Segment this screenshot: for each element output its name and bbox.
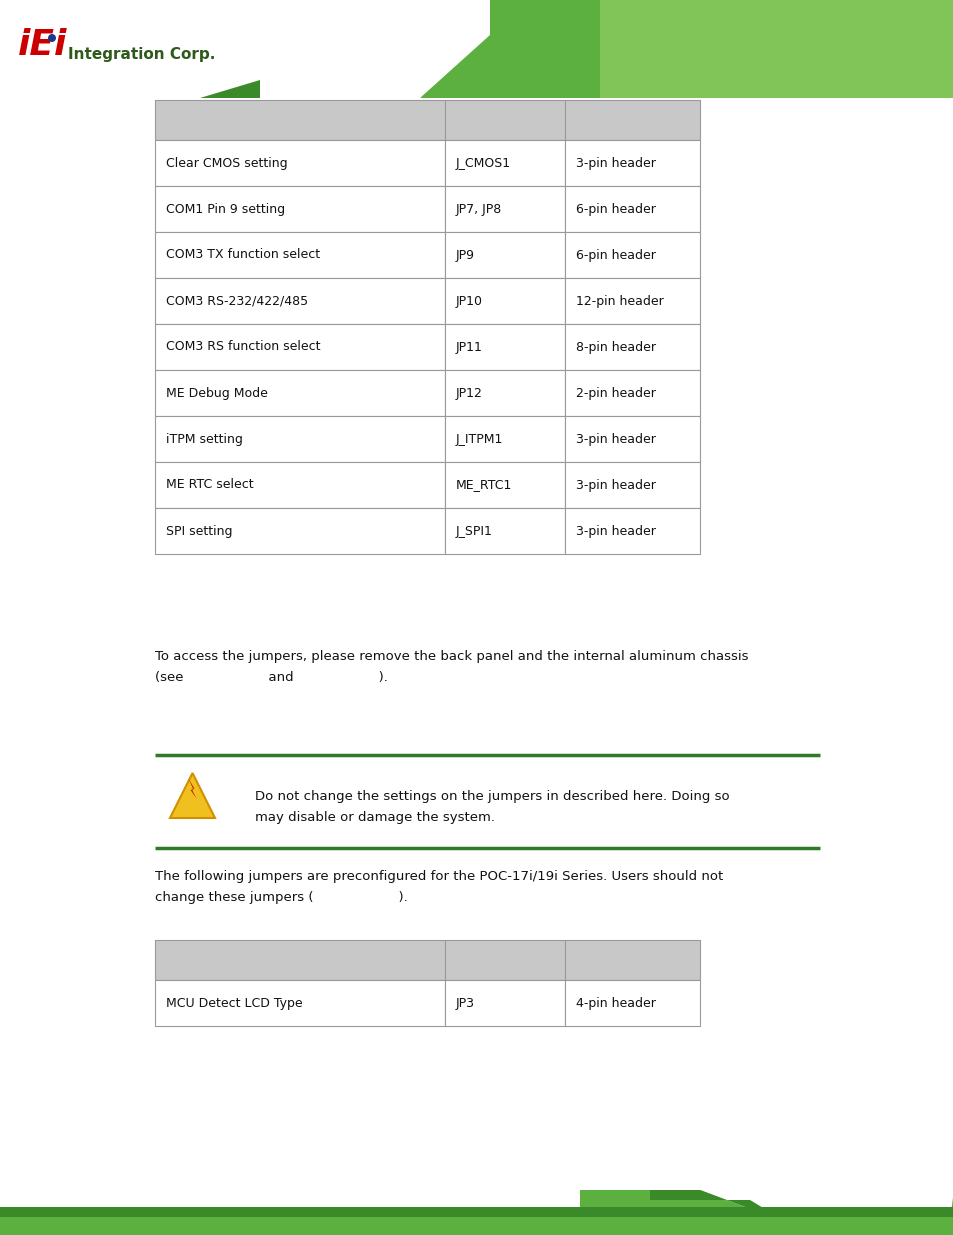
Text: ME_RTC1: ME_RTC1 <box>456 478 512 492</box>
Bar <box>154 186 444 232</box>
Text: 3-pin header: 3-pin header <box>576 478 655 492</box>
Bar <box>0 0 280 98</box>
Bar <box>490 0 953 98</box>
Polygon shape <box>170 773 214 818</box>
Bar <box>564 462 700 508</box>
Bar <box>444 100 564 140</box>
Polygon shape <box>579 1191 953 1235</box>
Bar <box>444 324 564 370</box>
Bar <box>0 0 953 98</box>
Text: 3-pin header: 3-pin header <box>576 525 655 537</box>
Bar <box>564 370 700 416</box>
Bar <box>444 370 564 416</box>
Text: ME RTC select: ME RTC select <box>166 478 253 492</box>
Text: COM1 Pin 9 setting: COM1 Pin 9 setting <box>166 203 285 215</box>
Text: iTPM setting: iTPM setting <box>166 432 243 446</box>
Bar <box>444 140 564 186</box>
Bar <box>564 416 700 462</box>
Text: COM3 RS-232/422/485: COM3 RS-232/422/485 <box>166 294 308 308</box>
Bar <box>564 940 700 981</box>
Bar <box>154 416 444 462</box>
Text: iEi: iEi <box>18 28 68 62</box>
Text: J_CMOS1: J_CMOS1 <box>456 157 511 169</box>
Text: Clear CMOS setting: Clear CMOS setting <box>166 157 287 169</box>
Bar <box>0 1207 953 1235</box>
Text: ME Debug Mode: ME Debug Mode <box>166 387 268 399</box>
Bar <box>444 416 564 462</box>
Bar <box>154 140 444 186</box>
Text: .: . <box>55 35 62 53</box>
Text: 6-pin header: 6-pin header <box>576 248 655 262</box>
Polygon shape <box>649 1191 953 1230</box>
Text: 4-pin header: 4-pin header <box>576 997 655 1009</box>
Bar <box>154 940 444 981</box>
Bar <box>444 940 564 981</box>
Bar <box>564 981 700 1026</box>
Bar <box>154 370 444 416</box>
Text: 8-pin header: 8-pin header <box>576 341 656 353</box>
Bar <box>444 278 564 324</box>
Polygon shape <box>260 0 490 98</box>
Bar <box>564 140 700 186</box>
Bar <box>154 981 444 1026</box>
Text: The following jumpers are preconfigured for the POC-17i/19i Series. Users should: The following jumpers are preconfigured … <box>154 869 722 904</box>
Text: 12-pin header: 12-pin header <box>576 294 663 308</box>
Text: SPI setting: SPI setting <box>166 525 233 537</box>
Bar <box>154 232 444 278</box>
Bar <box>154 324 444 370</box>
Bar <box>564 186 700 232</box>
Text: JP3: JP3 <box>456 997 475 1009</box>
Bar <box>0 80 260 98</box>
Text: J_ITPM1: J_ITPM1 <box>456 432 503 446</box>
Bar <box>154 508 444 555</box>
Bar <box>0 1216 953 1235</box>
Polygon shape <box>189 779 196 799</box>
Text: 2-pin header: 2-pin header <box>576 387 655 399</box>
Bar <box>154 462 444 508</box>
Text: JP12: JP12 <box>456 387 482 399</box>
Bar <box>564 324 700 370</box>
Ellipse shape <box>48 35 56 42</box>
Text: MCU Detect LCD Type: MCU Detect LCD Type <box>166 997 302 1009</box>
Text: J_SPI1: J_SPI1 <box>456 525 493 537</box>
Bar <box>0 1186 953 1235</box>
Polygon shape <box>260 0 490 98</box>
Bar <box>399 0 953 98</box>
Text: To access the jumpers, please remove the back panel and the internal aluminum ch: To access the jumpers, please remove the… <box>154 650 748 684</box>
Text: COM3 TX function select: COM3 TX function select <box>166 248 320 262</box>
Text: JP9: JP9 <box>456 248 475 262</box>
Bar <box>154 278 444 324</box>
Text: JP10: JP10 <box>456 294 482 308</box>
Bar <box>444 232 564 278</box>
Text: Do not change the settings on the jumpers in described here. Doing so
may disabl: Do not change the settings on the jumper… <box>254 790 729 824</box>
Bar <box>444 981 564 1026</box>
Text: 6-pin header: 6-pin header <box>576 203 655 215</box>
Text: Integration Corp.: Integration Corp. <box>68 47 215 63</box>
Text: JP11: JP11 <box>456 341 482 353</box>
Bar <box>564 278 700 324</box>
Bar <box>444 508 564 555</box>
Bar <box>154 100 444 140</box>
Bar <box>564 100 700 140</box>
Text: 3-pin header: 3-pin header <box>576 432 655 446</box>
Text: JP7, JP8: JP7, JP8 <box>456 203 501 215</box>
Bar <box>599 0 953 98</box>
Text: 3-pin header: 3-pin header <box>576 157 655 169</box>
Bar <box>444 186 564 232</box>
Polygon shape <box>0 80 260 98</box>
Bar <box>564 232 700 278</box>
Bar <box>444 462 564 508</box>
Bar <box>564 508 700 555</box>
Text: COM3 RS function select: COM3 RS function select <box>166 341 320 353</box>
